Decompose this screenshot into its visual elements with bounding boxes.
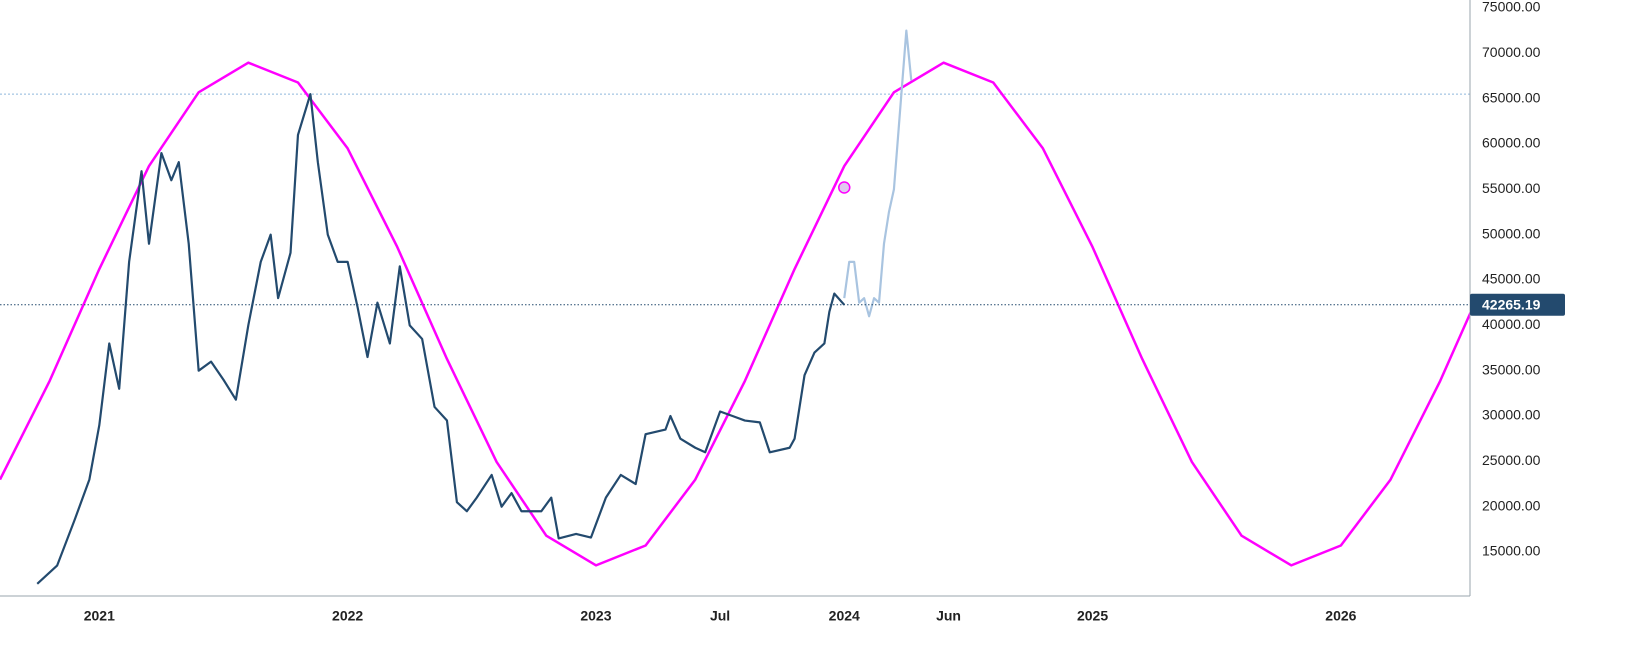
- series-line: [36, 93, 846, 585]
- marker-point: [838, 181, 851, 194]
- series-line: [0, 61, 1470, 567]
- y-tick-label: 50000.00: [1482, 225, 1541, 241]
- y-tick-label: 40000.00: [1482, 316, 1541, 332]
- x-tick-label: 2026: [1325, 608, 1356, 624]
- price-tag: [1470, 293, 1565, 316]
- y-tick-label: 65000.00: [1482, 89, 1541, 105]
- x-tick-label: 2022: [332, 608, 363, 624]
- x-tick-label: 2025: [1077, 608, 1108, 624]
- axes: 15000.00 20000.00 25000.00 30000.00 35000.00…: [84, 0, 1565, 624]
- x-tick-label: Jul: [710, 608, 730, 624]
- series-line: [843, 29, 913, 318]
- x-tick-label: 2024: [829, 608, 860, 624]
- x-tick-label: Jun: [936, 608, 961, 624]
- price-tag-label: 42265.19: [1482, 297, 1541, 313]
- x-tick-label: 2021: [84, 608, 115, 624]
- x-tick-label: 2023: [580, 608, 611, 624]
- y-tick-label: 45000.00: [1482, 271, 1541, 287]
- y-tick-label: 25000.00: [1482, 452, 1541, 468]
- y-tick-label: 30000.00: [1482, 407, 1541, 423]
- y-tick-label: 60000.00: [1482, 135, 1541, 151]
- y-tick-label: 15000.00: [1482, 543, 1541, 559]
- plot-area: [0, 29, 1470, 585]
- y-tick-label: 55000.00: [1482, 180, 1541, 196]
- y-tick-label: 20000.00: [1482, 497, 1541, 513]
- y-tick-label: 70000.00: [1482, 44, 1541, 60]
- y-tick-label: 35000.00: [1482, 361, 1541, 377]
- y-tick-label: 75000.00: [1482, 0, 1541, 15]
